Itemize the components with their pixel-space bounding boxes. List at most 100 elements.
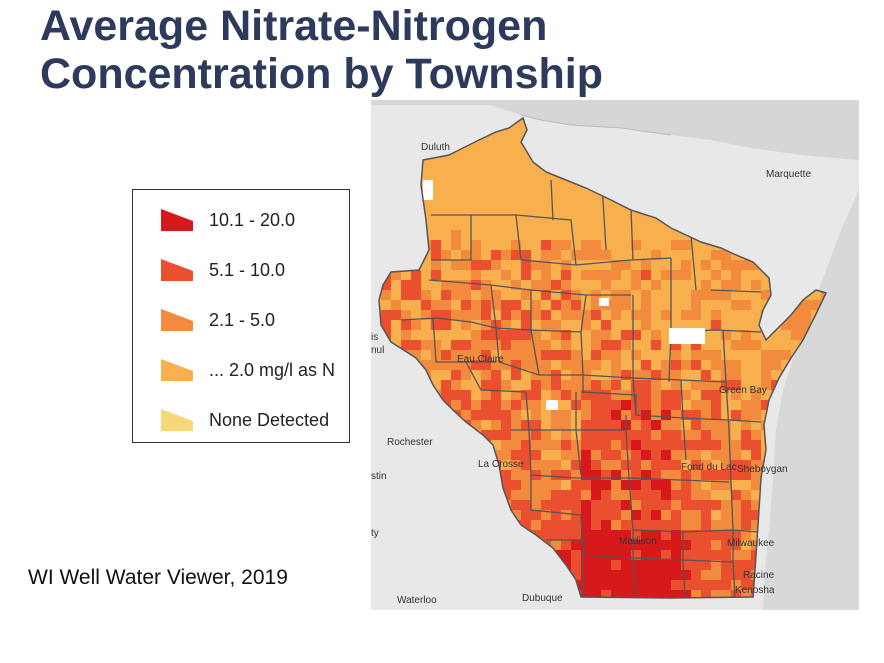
township-cell	[661, 250, 671, 260]
township-cell	[471, 250, 481, 260]
township-cell	[421, 420, 431, 430]
township-cell	[701, 470, 711, 480]
township-cell	[621, 220, 631, 230]
township-cell	[731, 210, 741, 220]
township-cell	[379, 400, 381, 410]
township-cell	[491, 160, 501, 170]
township-cell	[651, 540, 661, 550]
township-cell	[631, 450, 641, 460]
township-cell	[621, 500, 631, 510]
township-cell	[641, 230, 651, 240]
township-cell	[541, 360, 551, 370]
township-cell	[411, 120, 421, 130]
township-cell	[641, 600, 651, 610]
township-cell	[581, 390, 591, 400]
township-cell	[671, 430, 681, 440]
township-cell	[431, 180, 441, 190]
township-cell	[451, 230, 461, 240]
township-cell	[491, 350, 501, 360]
township-cell	[561, 290, 571, 300]
township-cell	[491, 170, 501, 180]
township-cell	[391, 510, 401, 520]
township-cell	[511, 300, 521, 310]
township-cell	[501, 510, 511, 520]
township-cell	[581, 520, 591, 530]
township-cell	[431, 260, 441, 270]
township-cell	[379, 490, 381, 500]
township-cell	[751, 480, 761, 490]
township-cell	[601, 450, 611, 460]
township-cell	[541, 240, 551, 250]
township-cell	[731, 460, 741, 470]
township-cell	[391, 530, 401, 540]
township-cell	[751, 360, 761, 370]
township-cell	[521, 480, 531, 490]
township-cell	[511, 390, 521, 400]
township-cell	[651, 170, 661, 180]
township-cell	[441, 360, 451, 370]
township-cell	[441, 450, 451, 460]
township-cell	[461, 320, 471, 330]
township-cell	[651, 300, 661, 310]
township-cell	[471, 490, 481, 500]
township-cell	[411, 570, 421, 580]
township-cell	[691, 300, 701, 310]
township-cell	[511, 250, 521, 260]
township-cell	[611, 390, 621, 400]
township-cell	[431, 380, 441, 390]
township-cell	[651, 510, 661, 520]
township-cell	[801, 240, 811, 250]
township-cell	[521, 200, 531, 210]
township-cell	[691, 160, 701, 170]
township-cell	[701, 390, 711, 400]
township-cell	[451, 200, 461, 210]
township-cell	[721, 390, 731, 400]
township-cell	[711, 330, 721, 340]
township-cell	[379, 550, 381, 560]
township-cell	[581, 470, 591, 480]
township-cell	[411, 130, 421, 140]
township-cell	[581, 140, 591, 150]
township-cell	[701, 300, 711, 310]
township-cell	[611, 220, 621, 230]
township-cell	[461, 510, 471, 520]
township-cell	[501, 130, 511, 140]
township-cell	[711, 170, 721, 180]
township-cell	[711, 200, 721, 210]
township-cell	[421, 280, 431, 290]
township-cell	[421, 400, 431, 410]
township-cell	[671, 160, 681, 170]
township-cell	[611, 360, 621, 370]
township-cell	[651, 520, 661, 530]
township-cell	[671, 500, 681, 510]
township-cell	[471, 440, 481, 450]
township-cell	[601, 320, 611, 330]
township-cell	[421, 120, 431, 130]
township-cell	[811, 210, 821, 220]
township-cell	[581, 130, 591, 140]
nitrate-map[interactable]: Duluth Marquette Eau Claire Green Bay Ro…	[371, 100, 859, 610]
township-cell	[621, 540, 631, 550]
township-cell	[631, 130, 641, 140]
township-cell	[601, 280, 611, 290]
township-cell	[751, 200, 761, 210]
township-cell	[401, 170, 411, 180]
township-cell	[441, 530, 451, 540]
township-cell	[541, 290, 551, 300]
township-cell	[571, 320, 581, 330]
township-cell	[591, 430, 601, 440]
city-partial-nul: nul	[371, 345, 384, 356]
township-cell	[411, 340, 421, 350]
township-cell	[651, 330, 661, 340]
township-cell	[711, 530, 721, 540]
township-cell	[611, 310, 621, 320]
township-cell	[541, 510, 551, 520]
township-cell	[701, 410, 711, 420]
township-cell	[501, 280, 511, 290]
township-cell	[431, 120, 441, 130]
township-cell	[651, 490, 661, 500]
township-cell	[481, 120, 491, 130]
township-cell	[551, 430, 561, 440]
township-cell	[771, 190, 781, 200]
township-cell	[601, 160, 611, 170]
